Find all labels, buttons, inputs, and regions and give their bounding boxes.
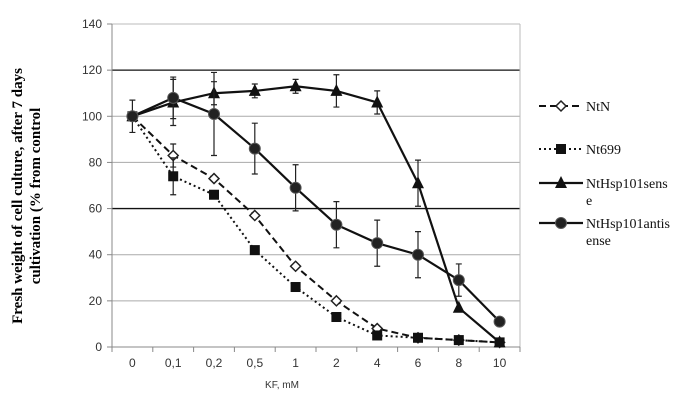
data-point [126, 110, 139, 123]
data-point [330, 218, 343, 231]
data-point [248, 83, 261, 96]
data-point [168, 171, 179, 182]
legend-marker [554, 99, 568, 113]
x-tick-label: 0,1 [165, 356, 182, 370]
data-point [413, 332, 423, 343]
x-tick-label: 6 [415, 356, 422, 370]
y-tick-label: 140 [82, 17, 102, 31]
data-point [289, 79, 302, 92]
legend-label: NtHsp101sens [586, 177, 668, 192]
data-point [330, 83, 343, 96]
data-point [453, 335, 464, 346]
data-point [207, 172, 221, 185]
x-tick-label: 1 [292, 356, 299, 370]
x-tick-label: 8 [455, 356, 462, 370]
legend-label: NtHsp101antis [586, 217, 670, 232]
x-tick-label: 0,2 [206, 356, 223, 370]
legend-label: NtN [586, 100, 610, 115]
legend-marker [555, 217, 567, 229]
axes: 0 20 40 60 80 100 120 140 0 0,1 0,2 0,5 1 2 4 6 8 10 [82, 17, 521, 370]
x-tick-label: 0 [129, 356, 136, 370]
data-point [371, 237, 384, 250]
data-point [167, 91, 180, 104]
y-axis-label-line2: cultivation (% from control [28, 108, 44, 285]
legend: NtN Nt699 NtHsp101sens e NtHsp101antis ense [539, 99, 670, 249]
y-tick-label: 0 [95, 340, 102, 354]
y-tick-label: 100 [82, 109, 102, 123]
data-point [330, 294, 343, 307]
series-line [132, 85, 501, 344]
x-tick-label: 2 [333, 356, 340, 370]
data-point [331, 312, 342, 323]
data-point [412, 248, 424, 261]
series-line [131, 115, 500, 344]
legend-item-Nt699: Nt699 [539, 143, 621, 158]
x-axis-label: KF, mM [265, 380, 299, 391]
y-tick-label: 120 [82, 63, 102, 77]
legend-marker [556, 144, 566, 154]
x-tick-label: 4 [374, 356, 381, 370]
legend-marker [555, 176, 567, 188]
series-NtN [126, 110, 506, 349]
legend-item-NtN: NtN [539, 99, 610, 115]
y-tick-label: 80 [89, 155, 103, 169]
y-axis-label-line1: Fresh weight of cell culture, after 7 da… [10, 68, 26, 324]
data-point [452, 274, 465, 287]
legend-item-NtHsp101sense: NtHsp101sens e [539, 176, 668, 209]
legend-label: ense [586, 234, 611, 249]
data-point [412, 176, 424, 189]
data-point [493, 335, 506, 348]
data-point [290, 282, 301, 293]
y-tick-label: 40 [89, 248, 103, 262]
data-point [289, 260, 302, 273]
gridlines [112, 23, 521, 347]
data-point [209, 189, 219, 200]
series-Nt699 [127, 111, 505, 348]
legend-item-NtHsp101antisense: NtHsp101antis ense [539, 217, 670, 249]
data-point [452, 300, 465, 313]
data-point [372, 330, 383, 341]
series-line [131, 115, 500, 344]
legend-label: Nt699 [586, 143, 621, 158]
series-NtHsp101antisense [126, 71, 506, 328]
series-group [126, 71, 506, 349]
data-point [208, 107, 220, 120]
data-point [248, 142, 261, 155]
x-tick-label: 0,5 [246, 356, 263, 370]
legend-label: e [586, 194, 592, 209]
y-tick-label: 60 [89, 202, 103, 216]
data-point [248, 209, 261, 222]
series-line [131, 96, 501, 323]
series-NtHsp101sense [126, 74, 506, 348]
data-point [493, 315, 506, 328]
data-point [249, 245, 260, 256]
data-point [371, 95, 384, 108]
data-point [289, 181, 302, 194]
x-tick-label: 10 [493, 356, 507, 370]
y-tick-label: 20 [89, 294, 103, 308]
